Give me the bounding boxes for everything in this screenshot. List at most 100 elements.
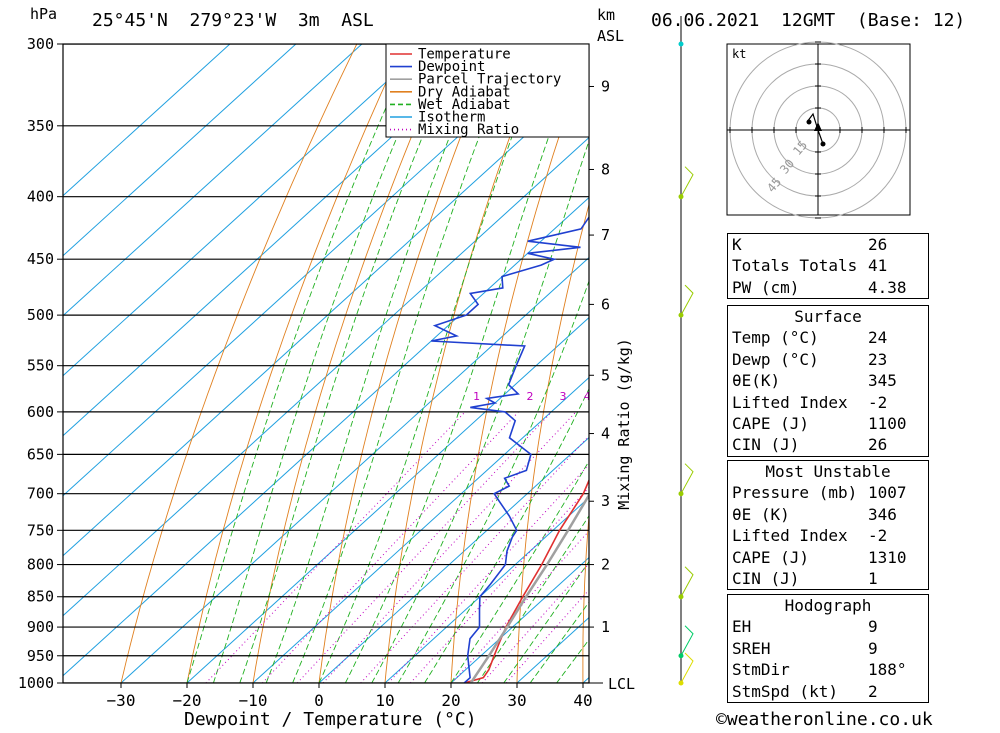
- isotherm-line: [63, 196, 589, 677]
- pressure-tick-label: 1000: [18, 674, 54, 692]
- index-label: Totals Totals: [732, 256, 858, 276]
- pressure-tick-label: 950: [27, 647, 54, 665]
- hodo-label: StmDir: [732, 660, 790, 680]
- index-value: 4.38: [868, 277, 907, 297]
- dry-adiabat-line: [941, 44, 979, 683]
- hodo-value: 9: [868, 638, 878, 658]
- surface-row: Lifted Index -2: [728, 392, 928, 413]
- unstable-row: CAPE (J) 1310: [728, 547, 928, 568]
- indices-table-surface: Surface Temp (°C) 24 Dewp (°C) 23 θE(K) 345 Li…: [727, 305, 929, 457]
- x-tick-label: −10: [239, 691, 268, 710]
- wind-barb: [680, 463, 694, 494]
- indices-table-hodograph: Hodograph EH 9 SREH 9 StmDir 188° StmSpd (kt) 2: [727, 594, 929, 703]
- unstable-label: θE (K): [732, 504, 790, 524]
- indices-table-unstable: Most Unstable Pressure (mb) 1007 θE (K) 346…: [727, 460, 929, 591]
- hodo-label: StmSpd (kt): [732, 681, 838, 701]
- isotherm-line: [252, 376, 589, 683]
- plot-area: 12346810152025: [63, 44, 1000, 683]
- hodograph-header: Hodograph: [784, 596, 872, 615]
- surface-value: 23: [868, 349, 888, 369]
- surface-label: Lifted Index: [732, 392, 848, 412]
- wet-adiabat-line: [239, 44, 462, 683]
- isotherm-line: [63, 44, 231, 197]
- hodograph-point: [820, 141, 826, 147]
- pressure-unit-label: hPa: [30, 5, 58, 23]
- asl-label: ASL: [597, 27, 625, 45]
- wet-adiabat-line: [424, 387, 589, 683]
- unstable-label: CAPE (J): [732, 547, 810, 567]
- dry-adiabat-line: [318, 44, 498, 683]
- hodograph-unit-label: kt: [732, 47, 746, 61]
- legend-label: Wet Adiabat: [418, 97, 511, 113]
- mixing-ratio-value-label: 1: [473, 390, 480, 403]
- wet-adiabat-line: [292, 44, 516, 683]
- wind-level-dot: [678, 41, 684, 47]
- x-tick-label: 0: [314, 691, 324, 710]
- credit-label: ©weatheronline.co.uk: [716, 709, 933, 730]
- mixing-ratio-line: [360, 435, 589, 683]
- mixing-ratio-line: [262, 411, 519, 683]
- dewpoint-profile: [431, 84, 589, 683]
- mixing-ratio-value-label: 15: [701, 390, 715, 403]
- surface-value: 24: [868, 328, 888, 348]
- hodo-label: SREH: [732, 638, 771, 658]
- wind-barb: [680, 652, 694, 684]
- index-value: 26: [868, 235, 888, 254]
- dry-adiabat-line: [120, 44, 358, 683]
- dry-adiabat-line: [995, 44, 1000, 683]
- isotherm-line: [63, 136, 589, 617]
- surface-value: -2: [868, 392, 888, 412]
- pressure-tick-label: 300: [27, 35, 54, 53]
- mixing-ratio-value-label: 3: [559, 390, 566, 403]
- storm-motion-marker: [814, 122, 822, 131]
- mixing-ratio-value-label: 4: [584, 390, 591, 403]
- wet-adiabat-line: [397, 279, 589, 683]
- unstable-label: CIN (J): [732, 568, 800, 588]
- wet-adiabat-line: [344, 44, 583, 683]
- pressure-tick-label: 650: [27, 445, 54, 463]
- hodo-row: StmDir 188°: [728, 659, 928, 680]
- unstable-row: θE (K) 346: [728, 504, 928, 525]
- x-tick-label: 20: [441, 691, 460, 710]
- surface-row: CAPE (J) 1100: [728, 413, 928, 434]
- surface-label: CAPE (J): [732, 413, 810, 433]
- hodo-row: SREH 9: [728, 638, 928, 659]
- index-label: K: [732, 235, 742, 254]
- surface-value: 26: [868, 435, 888, 455]
- legend-label: Mixing Ratio: [418, 122, 519, 138]
- temperature-profile: [463, 478, 589, 683]
- km-tick-label: 3: [601, 492, 610, 510]
- unstable-label: Lifted Index: [732, 526, 848, 546]
- index-value: 41: [868, 256, 888, 276]
- unstable-header: Most Unstable: [765, 462, 891, 481]
- isotherm-line: [63, 44, 429, 377]
- hodo-row: StmSpd (kt) 2: [728, 681, 928, 702]
- surface-label: Temp (°C): [732, 328, 819, 348]
- x-tick-label: −20: [173, 691, 202, 710]
- index-row: Totals Totals 41: [728, 255, 928, 276]
- pressure-tick-label: 350: [27, 117, 54, 135]
- index-label: PW (cm): [732, 277, 800, 297]
- unstable-row: CIN (J) 1: [728, 568, 928, 589]
- pressure-tick-label: 550: [27, 357, 54, 375]
- hodograph-trace: [806, 112, 824, 145]
- hodo-value: 188°: [868, 660, 907, 680]
- wind-barb: [680, 566, 694, 597]
- wet-adiabat-line: [265, 44, 488, 683]
- pressure-tick-label: 850: [27, 588, 54, 606]
- legend-label: Isotherm: [418, 110, 485, 126]
- km-tick-label: 2: [601, 556, 610, 574]
- datetime-title: 06.06.2021 12GMT (Base: 12): [651, 10, 966, 31]
- legend-label: Dewpoint: [418, 59, 485, 75]
- plot-frame: [62, 43, 590, 684]
- indices-table-top: K 26 Totals Totals 41 PW (cm) 4.38: [727, 233, 929, 300]
- parcel-profile: [469, 492, 589, 683]
- isotherm-line: [63, 44, 297, 257]
- isotherm-line: [63, 44, 561, 497]
- mixing-ratio-line: [505, 589, 589, 683]
- x-tick-label: 10: [375, 691, 394, 710]
- unstable-value: 346: [868, 504, 897, 524]
- pressure-tick-label: 450: [27, 250, 54, 268]
